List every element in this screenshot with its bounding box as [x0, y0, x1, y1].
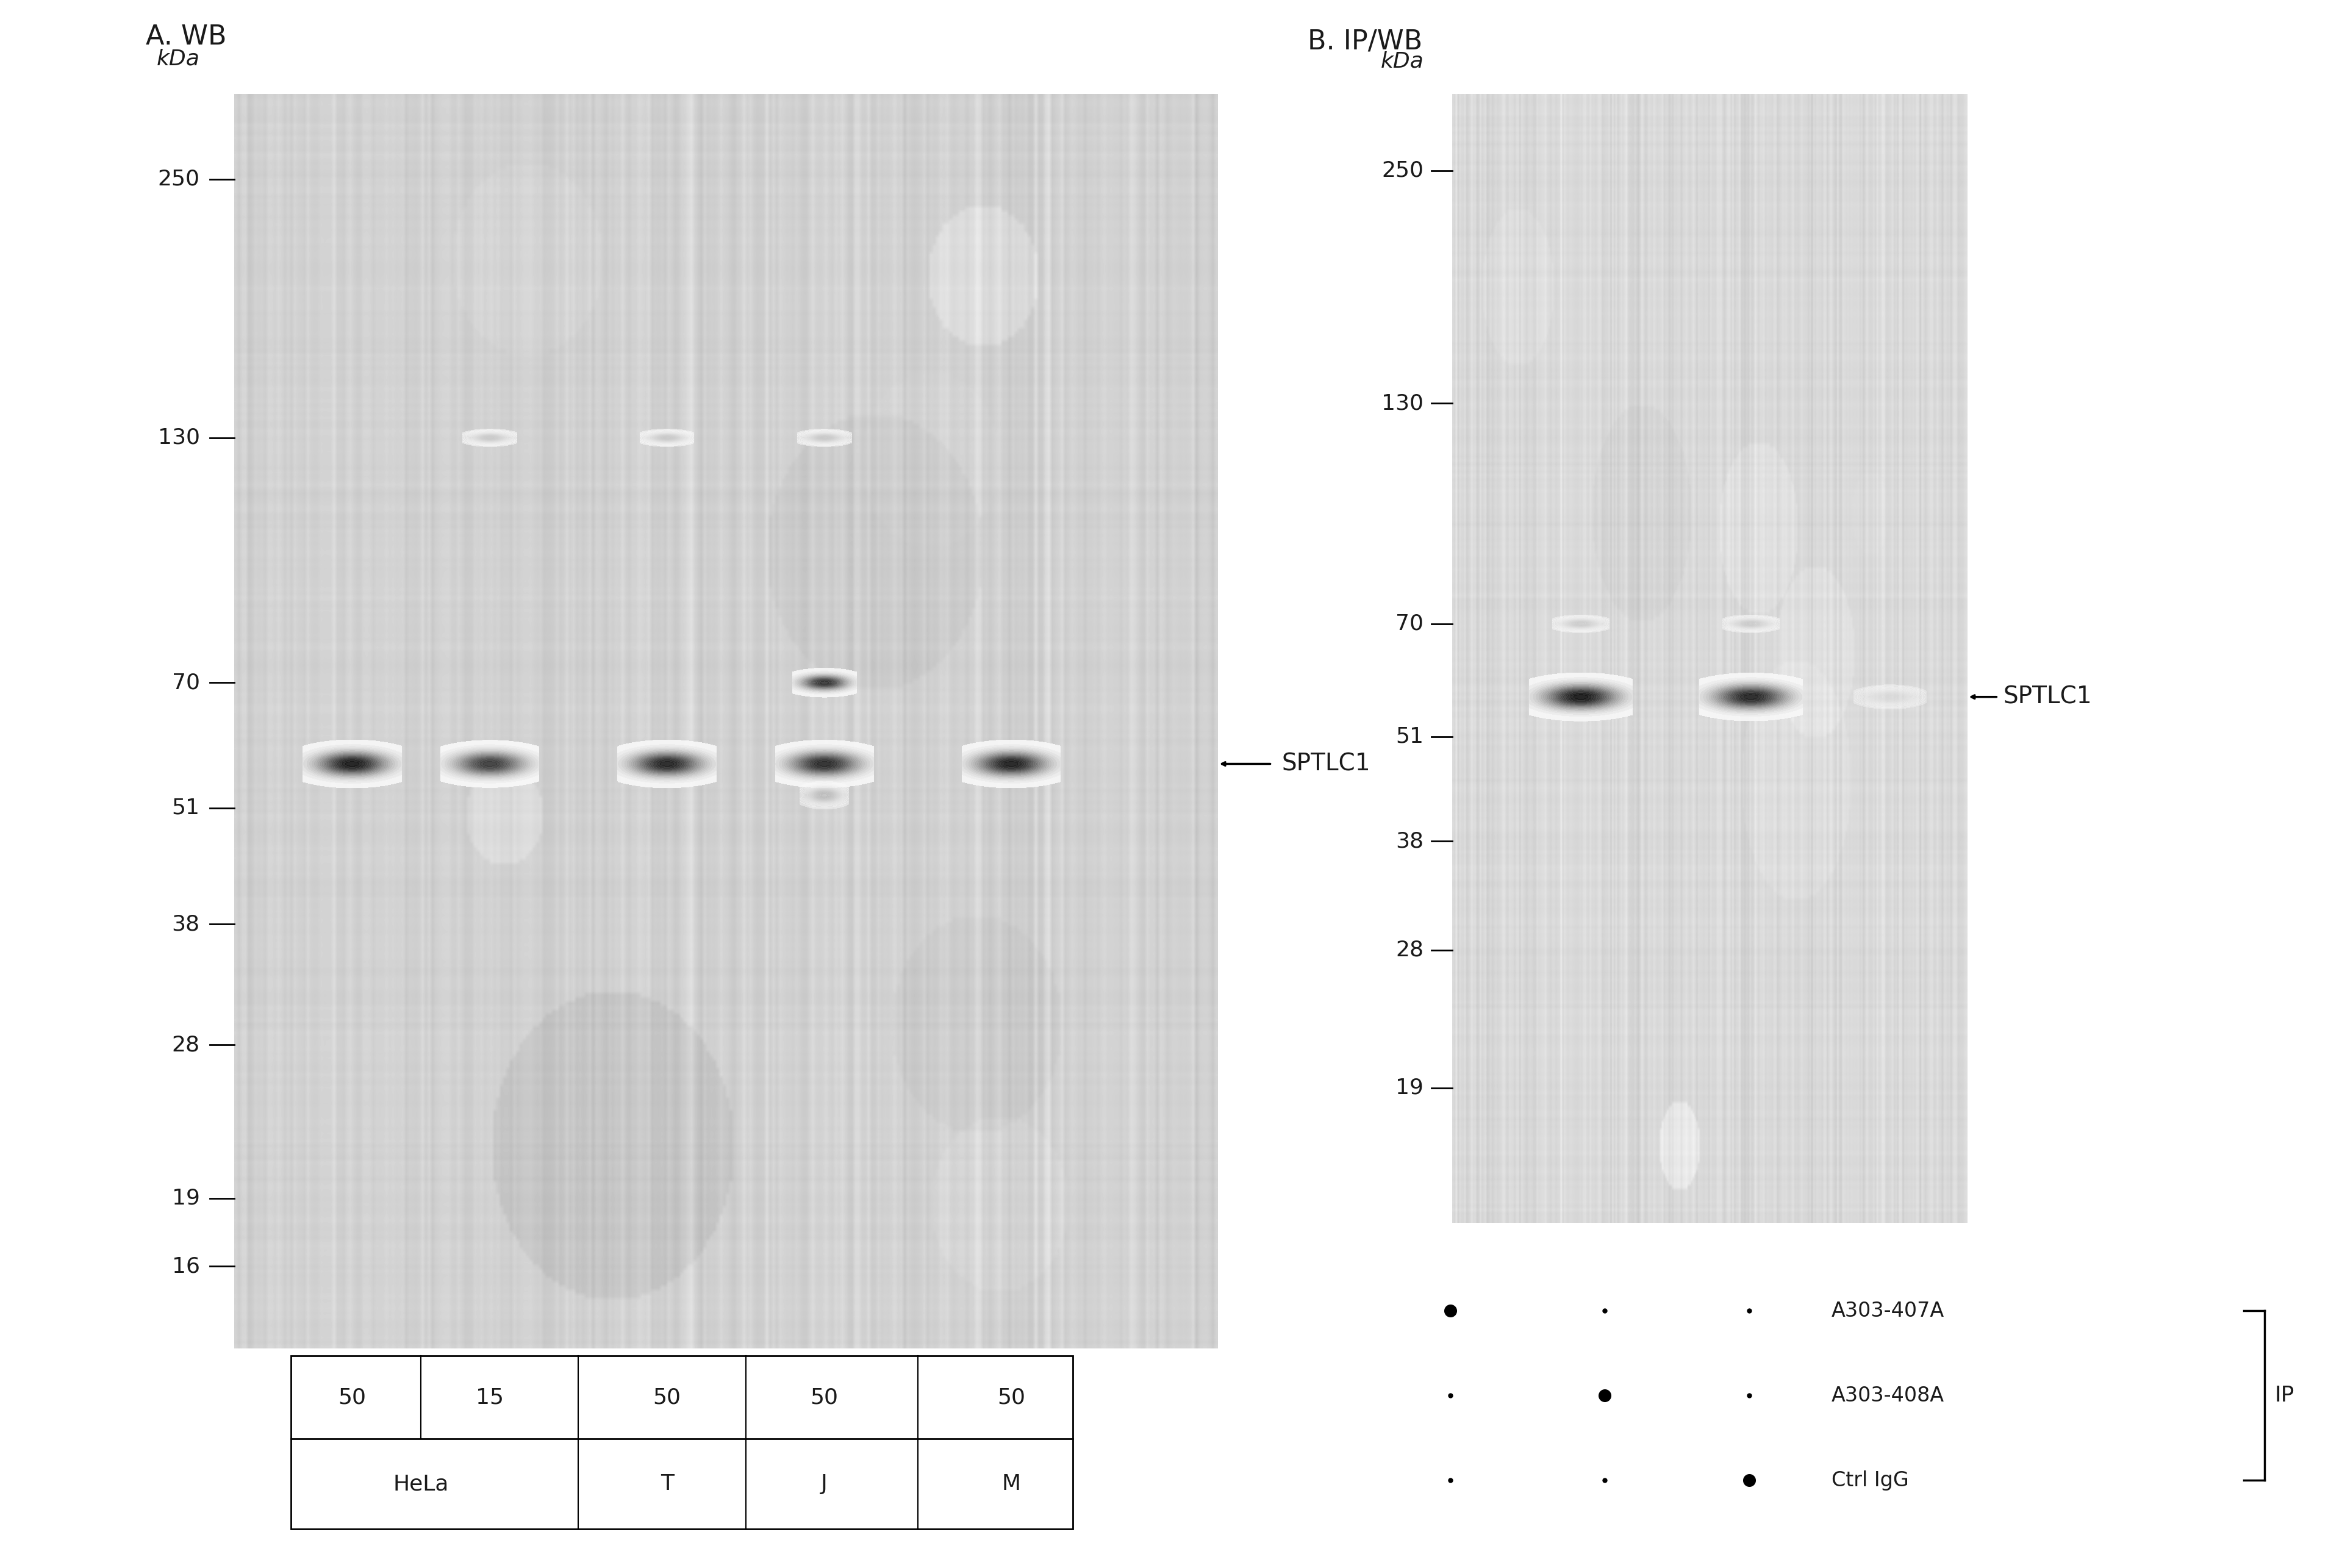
- Text: 250: 250: [157, 169, 199, 190]
- Text: SPTLC1: SPTLC1: [1281, 753, 1370, 776]
- Text: 51: 51: [171, 798, 199, 818]
- Point: [1431, 1383, 1468, 1408]
- Point: [1431, 1468, 1468, 1493]
- Text: 130: 130: [1382, 394, 1424, 414]
- Text: 50: 50: [337, 1388, 365, 1408]
- Text: 38: 38: [1396, 831, 1424, 851]
- Text: IP: IP: [2274, 1385, 2295, 1406]
- Text: 15: 15: [475, 1388, 504, 1408]
- Text: B. IP/WB: B. IP/WB: [1307, 28, 1422, 55]
- Point: [1431, 1298, 1468, 1323]
- Bar: [290, 1356, 1073, 1529]
- Text: 70: 70: [1396, 613, 1424, 633]
- Text: 50: 50: [653, 1388, 682, 1408]
- Text: HeLa: HeLa: [393, 1474, 450, 1494]
- Text: 28: 28: [171, 1035, 199, 1055]
- Text: M: M: [1002, 1474, 1021, 1494]
- Text: 70: 70: [171, 673, 199, 693]
- Text: 38: 38: [171, 914, 199, 935]
- Point: [1586, 1298, 1623, 1323]
- Text: 51: 51: [1396, 726, 1424, 746]
- Point: [1731, 1383, 1768, 1408]
- Text: 16: 16: [171, 1256, 199, 1276]
- Text: 50: 50: [998, 1388, 1026, 1408]
- Text: A303-407A: A303-407A: [1831, 1301, 1944, 1320]
- Text: 19: 19: [171, 1189, 199, 1209]
- Text: T: T: [660, 1474, 674, 1494]
- Text: Ctrl IgG: Ctrl IgG: [1831, 1471, 1909, 1490]
- Text: SPTLC1: SPTLC1: [2002, 685, 2091, 709]
- Text: 250: 250: [1382, 160, 1424, 180]
- Text: A303-408A: A303-408A: [1831, 1386, 1944, 1405]
- Text: kDa: kDa: [157, 49, 199, 69]
- Point: [1731, 1468, 1768, 1493]
- Point: [1731, 1298, 1768, 1323]
- Text: A. WB: A. WB: [145, 24, 227, 50]
- Point: [1586, 1468, 1623, 1493]
- Text: 28: 28: [1396, 939, 1424, 960]
- Text: 130: 130: [157, 428, 199, 448]
- Text: 19: 19: [1396, 1077, 1424, 1098]
- Point: [1586, 1383, 1623, 1408]
- Text: 50: 50: [810, 1388, 838, 1408]
- Text: kDa: kDa: [1379, 50, 1424, 72]
- Text: J: J: [822, 1474, 827, 1494]
